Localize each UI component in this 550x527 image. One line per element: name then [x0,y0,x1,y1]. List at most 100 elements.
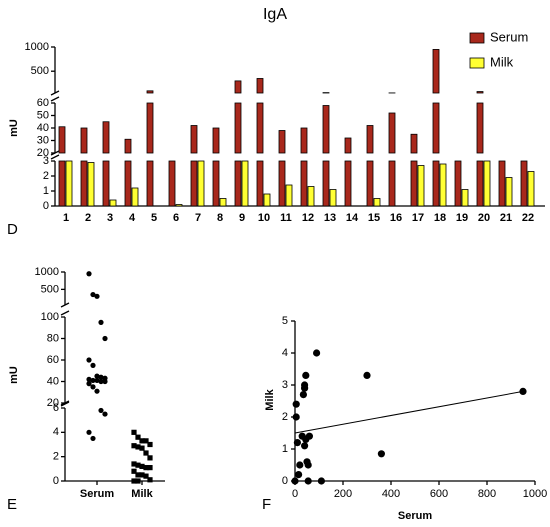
y-tick-label: 3 [282,379,288,391]
y-tick-label: 5 [282,315,288,327]
point [377,450,385,458]
x-tick-label: 13 [324,212,336,224]
y-tick-label: 20 [47,397,59,409]
legend-label: Serum [490,29,528,44]
bar [80,127,88,154]
bar [300,160,308,207]
y-tick-label: 100 [41,311,59,323]
axis-break [60,310,70,316]
dot [94,377,100,384]
bar [498,160,506,207]
bar [373,198,381,207]
x-tick-label: 18 [434,212,446,224]
dot [98,319,104,325]
x-tick-label: 1 [63,212,69,224]
bar [388,160,396,207]
x-tick-label: 200 [334,488,352,500]
x-tick-label: 400 [382,488,400,500]
dot [90,362,96,368]
y-tick-label: 30 [37,134,49,146]
bar [432,102,440,154]
bar [87,162,95,207]
bar [366,125,374,154]
bar [58,160,66,207]
dot [102,378,108,385]
point [305,432,313,440]
x-tick-label: 2 [85,212,91,224]
y-axis-label: mU [8,366,20,384]
point [301,381,309,389]
bar [175,204,183,207]
dot [135,462,141,468]
x-tick-label: 5 [151,212,157,224]
dot [98,374,104,380]
dot [86,376,92,382]
x-tick-label: 800 [478,488,496,500]
y-tick-label: 0 [43,200,49,212]
bar [432,49,440,94]
dot [90,377,96,384]
dot [143,465,149,471]
dot [131,478,137,484]
bar [234,160,242,207]
bar [285,184,293,207]
legend-label: Milk [490,54,514,69]
bar [146,160,154,207]
y-tick-label: 40 [47,375,59,387]
x-tick-label: 7 [195,212,201,224]
y-axis-label: mU [8,119,20,137]
bar [124,160,132,207]
point [363,371,371,379]
y-tick-label: 6 [53,402,59,414]
axis-break [50,90,60,96]
bar [410,133,418,154]
x-tick-label: 3 [107,212,113,224]
y-tick-label: 4 [53,426,59,438]
trend-line [294,390,524,434]
y-tick-label: 60 [37,97,49,109]
point [293,439,301,447]
y-tick-label: 500 [41,283,59,295]
point [301,442,309,450]
bar [263,193,271,207]
x-tick-label: 1000 [523,488,547,500]
bar [329,189,337,207]
bar [131,187,139,207]
y-tick-label: 500 [31,65,49,77]
x-tick-label: 15 [368,212,380,224]
axis-break [60,302,70,308]
dot [135,478,141,484]
x-axis-label: Serum [398,510,432,522]
x-tick-label: 12 [302,212,314,224]
bar [102,160,110,207]
dot [143,438,149,444]
bar [454,160,462,207]
bar [219,198,227,207]
dot [139,445,145,451]
dot [90,384,96,390]
y-tick-label: 1000 [35,266,59,278]
bar [190,125,198,154]
bar [410,160,418,207]
dot [98,378,104,385]
x-tick-label: 21 [500,212,512,224]
bar [197,160,205,207]
bar [234,80,242,94]
bar [476,160,484,207]
bar [256,160,264,207]
dot [131,468,137,474]
bar [65,160,73,207]
y-tick-label: 3 [43,155,49,167]
panel-label: F [262,496,271,513]
dot [147,455,153,461]
bar [322,160,330,207]
point [292,400,300,408]
bar [307,186,315,207]
bar [476,102,484,154]
x-tick-label: 22 [522,212,534,224]
dot [147,441,153,448]
dot [139,463,145,469]
x-tick-label: 600 [430,488,448,500]
bar [256,78,264,94]
